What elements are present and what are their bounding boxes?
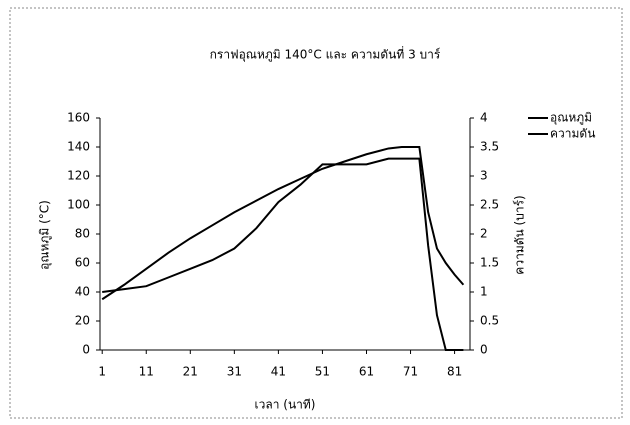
y-axis-title: อุณหภูมิ (°C) bbox=[38, 200, 53, 270]
x-tick-label: 21 bbox=[183, 365, 198, 379]
y-tick-label: 160 bbox=[67, 111, 90, 125]
data-line bbox=[101, 146, 465, 301]
y2-tick-label: 0.5 bbox=[480, 314, 499, 328]
chart-title: กราฟอุณหภูมิ 140°C และ ความดันที่ 3 บาร์ bbox=[210, 46, 441, 63]
x-tick-label: 1 bbox=[98, 365, 106, 379]
x-tick-label: 11 bbox=[139, 365, 154, 379]
legend-label: อุณหภูมิ bbox=[550, 111, 592, 126]
x-axis-title: เวลา (นาที) bbox=[255, 398, 316, 412]
y2-axis-title: ความดัน (บาร์) bbox=[513, 195, 527, 274]
x-tick-label: 41 bbox=[271, 365, 286, 379]
legend-label: ความดัน bbox=[550, 127, 595, 141]
y-tick-label: 20 bbox=[75, 314, 90, 328]
x-tick-label: 81 bbox=[447, 365, 462, 379]
x-tick-label: 31 bbox=[227, 365, 242, 379]
y2-tick-label: 3 bbox=[480, 169, 488, 183]
y2-tick-label: 1.5 bbox=[480, 256, 499, 270]
y-tick-label: 0 bbox=[82, 343, 90, 357]
y2-tick-label: 2.5 bbox=[480, 198, 499, 212]
y2-tick-label: 4 bbox=[480, 111, 488, 125]
x-tick-label: 51 bbox=[315, 365, 330, 379]
chart-frame bbox=[9, 7, 623, 419]
x-tick-label: 71 bbox=[403, 365, 418, 379]
y-tick-label: 80 bbox=[75, 227, 90, 241]
y-tick-label: 40 bbox=[75, 285, 90, 299]
y-tick-label: 140 bbox=[67, 140, 90, 154]
y2-tick-label: 0 bbox=[480, 343, 488, 357]
y2-tick-label: 2 bbox=[480, 227, 488, 241]
y-tick-label: 100 bbox=[67, 198, 90, 212]
y2-tick-label: 3.5 bbox=[480, 140, 499, 154]
y-tick-label: 120 bbox=[67, 169, 90, 183]
data-line bbox=[102, 157, 464, 351]
y2-tick-label: 1 bbox=[480, 285, 488, 299]
y-tick-label: 60 bbox=[75, 256, 90, 270]
x-tick-label: 61 bbox=[359, 365, 374, 379]
